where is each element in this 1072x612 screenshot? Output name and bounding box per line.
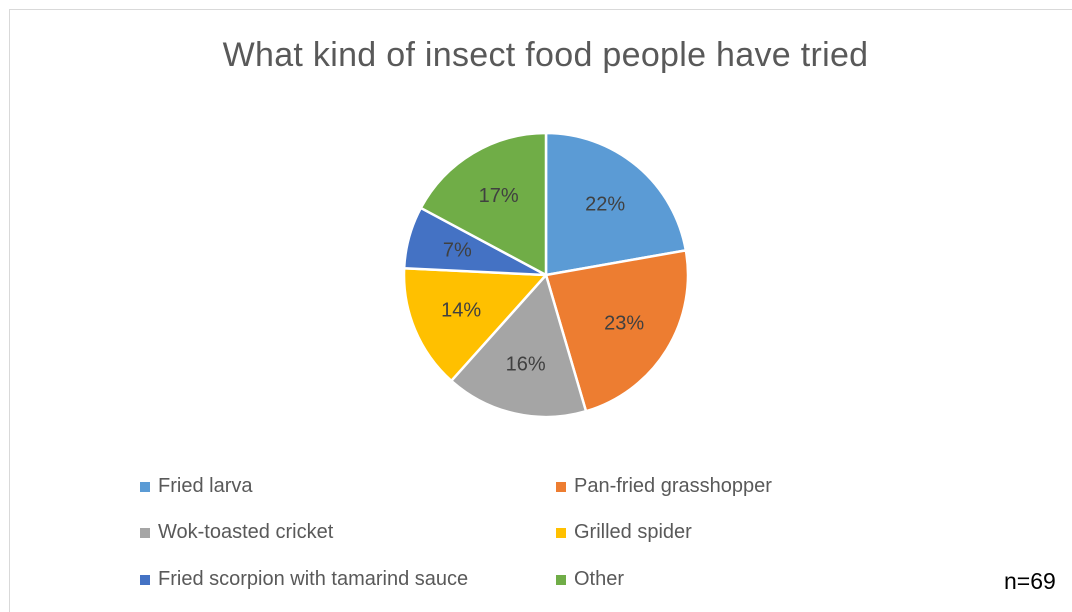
chart-title: What kind of insect food people have tri…	[222, 36, 869, 74]
legend-label: Other	[574, 568, 625, 590]
data-label-fried-scorpion-with-tamarind-sauce: 7%	[443, 240, 472, 262]
data-label-other: 17%	[479, 185, 519, 207]
pie-slice-grilled-spider	[402, 266, 548, 383]
legend-item-grilled-spider: Grilled spider	[556, 521, 692, 544]
data-label-pan-fried-grasshopper: 23%	[604, 313, 644, 335]
pie-slice-other	[419, 131, 548, 277]
data-label-grilled-spider: 14%	[441, 300, 481, 322]
legend-item-pan-fried-grasshopper: Pan-fried grasshopper	[556, 475, 772, 498]
legend-swatch	[556, 481, 566, 492]
data-label-wok-toasted-cricket: 16%	[506, 354, 546, 376]
legend-label: Grilled spider	[574, 521, 692, 543]
pie-slice-fried-larva	[544, 131, 688, 277]
legend-item-fried-scorpion-with-tamarind-sauce: Fried scorpion with tamarind sauce	[140, 568, 468, 591]
legend-label: Wok-toasted cricket	[158, 521, 334, 543]
sample-size-note: n=69	[1004, 568, 1056, 594]
pie-slice-wok-toasted-cricket	[450, 273, 588, 419]
legend-label: Fried larva	[158, 475, 253, 497]
legend-label: Pan-fried grasshopper	[574, 475, 772, 497]
legend-item-fried-larva: Fried larva	[140, 475, 252, 498]
legend-item-other: Other	[556, 568, 624, 591]
legend-swatch	[140, 527, 150, 538]
legend-swatch	[140, 574, 150, 585]
legend-swatch	[556, 574, 566, 585]
legend-swatch	[556, 527, 566, 538]
legend-swatch	[140, 481, 150, 492]
data-label-fried-larva: 22%	[585, 194, 625, 216]
pie-slice-pan-fried-grasshopper	[544, 249, 690, 413]
legend-label: Fried scorpion with tamarind sauce	[158, 568, 469, 590]
legend-item-wok-toasted-cricket: Wok-toasted cricket	[140, 521, 333, 544]
